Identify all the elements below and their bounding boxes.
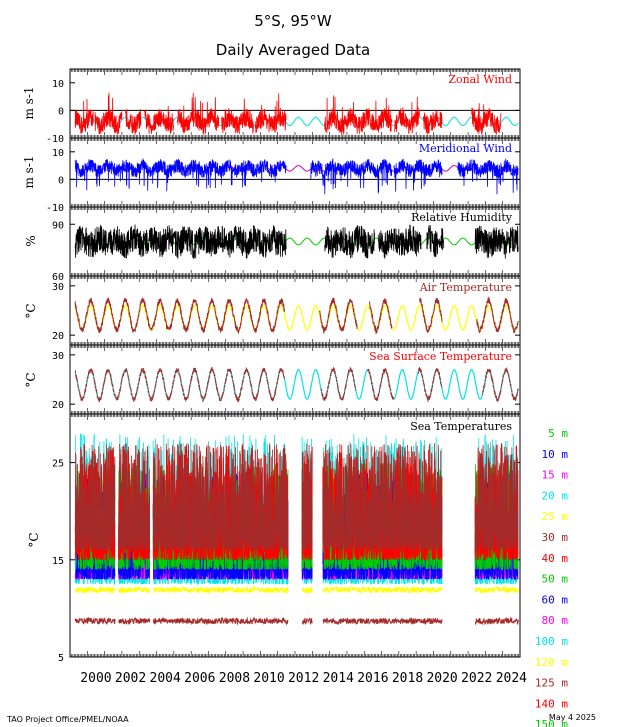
legend-item: 30 m [542, 531, 569, 544]
year-tick-label: 2014 [323, 671, 354, 686]
panel-sea-temperatures: Sea Temperatures °C 5 15 25 [27, 413, 521, 664]
year-tick-label: 2008 [219, 671, 250, 686]
y-tick-label: 90 [52, 220, 64, 231]
legend-item: 5 m [548, 427, 568, 440]
y-tick-label: 20 [52, 331, 64, 342]
panel-sst: Sea Surface Temperature °C 20 30 [24, 344, 521, 415]
y-tick-label: 0 [58, 175, 64, 186]
sst-climatology-line [74, 368, 519, 400]
year-tick-label: 2000 [80, 671, 111, 686]
y-tick-label: 15 [52, 556, 64, 567]
figure-subtitle: Daily Averaged Data [216, 41, 370, 59]
sst-daily-line [74, 365, 519, 403]
panel-sea-temperatures-plot: 5 15 25 [52, 414, 521, 664]
y-tick-label: 60 [52, 272, 64, 283]
date-text: May 4 2025 [549, 713, 596, 722]
year-tick-label: 2004 [150, 671, 181, 686]
y-tick-label: 10 [52, 79, 64, 90]
year-tick-label: 2022 [461, 671, 492, 686]
panel-relative-humidity-plot: 60 90 [52, 207, 521, 283]
year-tick-label: 2018 [392, 671, 423, 686]
legend-item: 15 m [542, 469, 569, 482]
panel-zonal-wind-ylabel: m s-1 [22, 86, 36, 119]
year-tick-label: 2006 [184, 671, 215, 686]
figure-title: 5°S, 95°W [254, 12, 332, 30]
legend-item: 10 m [542, 448, 569, 461]
panel-meridional-wind-title: Meridional Wind [419, 142, 512, 155]
depth-line-125m [74, 616, 519, 626]
panel-meridional-wind: Meridional Wind m s-1 -10 0 10 [22, 137, 521, 214]
panel-sea-temperatures-title: Sea Temperatures [410, 420, 512, 433]
panel-sst-title: Sea Surface Temperature [369, 350, 512, 363]
y-tick-label: -10 [46, 203, 64, 214]
legend-item: 80 m [542, 614, 569, 627]
depth-line-30m [74, 443, 519, 552]
year-tick-label: 2024 [496, 671, 527, 686]
meridional-daily-line [74, 158, 519, 195]
year-tick-label: 2002 [115, 671, 146, 686]
y-tick-label: 10 [52, 148, 64, 159]
legend-item: 120 m [535, 656, 568, 669]
y-tick-label: 20 [52, 400, 64, 411]
humidity-daily-line [74, 224, 519, 260]
year-tick-label: 2016 [357, 671, 388, 686]
depth-line-120m [74, 585, 519, 595]
legend-item: 150 m [535, 718, 568, 727]
year-axis: 2000 2002 2004 2006 2008 2010 2012 2014 2016 2018… [80, 671, 527, 686]
legend-item: 100 m [535, 635, 568, 648]
y-tick-label: 5 [58, 653, 64, 664]
air-climatology-line [74, 305, 519, 331]
depth-legend: 5 m 10 m 15 m 20 m 25 m 30 m 40 m 50 m 60 m 80 m 1… [535, 427, 568, 727]
y-tick-label: -10 [46, 134, 64, 145]
legend-item: 25 m [542, 510, 569, 523]
legend-item: 125 m [535, 677, 568, 690]
panel-relative-humidity: Relative Humidity % 60 90 [24, 206, 521, 283]
panel-relative-humidity-ylabel: % [24, 235, 38, 246]
panel-sea-temperatures-ylabel: °C [27, 532, 41, 547]
year-tick-label: 2010 [253, 671, 284, 686]
panel-air-temperature-ylabel: °C [24, 303, 38, 318]
panel-zonal-wind-plot: -10 0 10 [46, 69, 521, 145]
zonal-climatology-line [74, 116, 519, 127]
y-tick-label: 30 [52, 282, 64, 293]
panel-relative-humidity-title: Relative Humidity [411, 211, 513, 224]
y-tick-label: 30 [52, 351, 64, 362]
y-tick-label: 25 [52, 459, 64, 470]
legend-item: 60 m [542, 593, 569, 606]
credit-text: TAO Project Office/PMEL/NOAA [6, 715, 129, 724]
panel-sst-ylabel: °C [24, 372, 38, 387]
zonal-daily-line [74, 92, 502, 136]
legend-item: 40 m [542, 552, 569, 565]
panel-air-temperature-title: Air Temperature [419, 281, 512, 294]
panel-zonal-wind: Zonal Wind m s-1 -10 0 10 [22, 68, 521, 145]
legend-item: 20 m [542, 489, 569, 502]
legend-item: 140 m [535, 697, 568, 710]
air-daily-line [74, 296, 519, 335]
year-tick-label: 2012 [288, 671, 319, 686]
y-tick-label: 0 [58, 106, 64, 117]
panel-meridional-wind-ylabel: m s-1 [22, 155, 36, 188]
panel-zonal-wind-title: Zonal Wind [448, 73, 512, 86]
panel-meridional-wind-plot: -10 0 10 [46, 138, 521, 214]
year-tick-label: 2020 [426, 671, 457, 686]
legend-item: 50 m [542, 573, 569, 586]
